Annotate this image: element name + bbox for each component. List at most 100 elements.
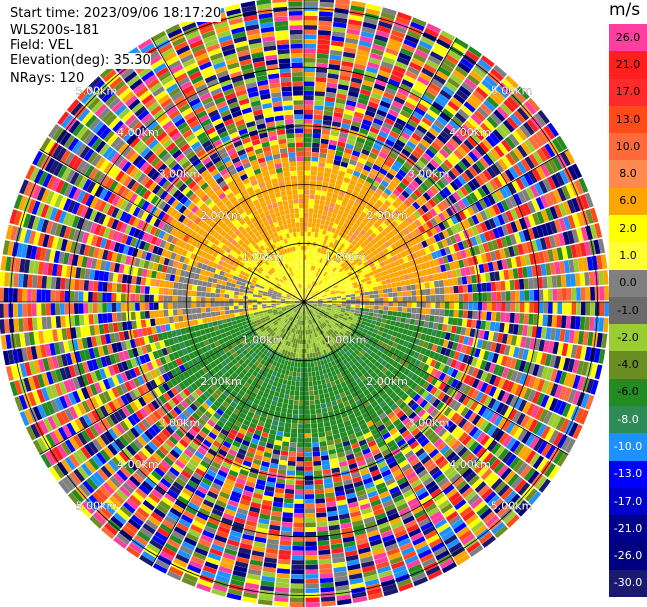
velocity-gate — [464, 452, 475, 464]
velocity-gate — [258, 594, 274, 601]
velocity-gate — [305, 330, 308, 335]
velocity-gate — [334, 330, 339, 335]
velocity-gate — [194, 547, 209, 557]
velocity-gate — [536, 423, 547, 437]
velocity-gate — [308, 203, 314, 209]
velocity-gate — [270, 385, 277, 392]
velocity-gate — [328, 182, 335, 189]
velocity-gate — [341, 302, 347, 304]
velocity-gate — [505, 291, 511, 301]
velocity-gate — [341, 396, 348, 403]
velocity-gate — [311, 423, 318, 429]
velocity-gate — [504, 197, 514, 210]
velocity-gate — [313, 237, 318, 243]
velocity-gate — [554, 370, 563, 384]
velocity-gate — [274, 411, 281, 417]
velocity-gate — [257, 363, 264, 369]
velocity-gate — [422, 152, 432, 162]
velocity-gate — [401, 285, 407, 292]
velocity-gate — [336, 241, 342, 247]
velocity-gate — [259, 385, 266, 392]
velocity-gate — [389, 486, 400, 495]
velocity-gate — [471, 214, 480, 225]
velocity-gate — [367, 210, 375, 218]
velocity-gate — [306, 255, 309, 260]
velocity-gate — [588, 271, 595, 286]
velocity-gate — [226, 592, 242, 601]
velocity-gate — [418, 276, 425, 283]
velocity-gate — [317, 320, 322, 325]
velocity-gate — [357, 542, 370, 550]
velocity-gate — [342, 347, 348, 353]
velocity-gate — [346, 321, 352, 326]
velocity-gate — [402, 328, 409, 335]
velocity-gate — [156, 504, 169, 515]
velocity-gate — [321, 316, 326, 321]
velocity-gate — [503, 184, 513, 197]
velocity-gate — [521, 447, 533, 461]
velocity-gate — [327, 510, 338, 517]
velocity-gate — [556, 452, 569, 467]
velocity-gate — [486, 311, 492, 321]
velocity-gate — [491, 353, 499, 364]
velocity-gate — [366, 242, 373, 249]
velocity-gate — [376, 74, 389, 83]
velocity-gate — [460, 267, 467, 277]
velocity-gate — [324, 272, 329, 278]
velocity-gate — [378, 151, 388, 160]
velocity-gate — [334, 575, 349, 582]
velocity-gate — [441, 394, 450, 404]
velocity-gate — [385, 207, 394, 216]
velocity-gate — [318, 162, 326, 168]
velocity-gate — [369, 378, 377, 386]
velocity-gate — [330, 130, 340, 137]
velocity-gate — [126, 546, 141, 558]
velocity-gate — [367, 101, 379, 109]
velocity-gate — [574, 408, 585, 423]
velocity-gate — [385, 278, 391, 284]
velocity-gate — [254, 488, 264, 495]
velocity-gate — [352, 476, 362, 483]
velocity-gate — [360, 556, 374, 564]
velocity-gate — [343, 325, 349, 330]
velocity-gate — [540, 263, 547, 276]
velocity-gate — [297, 367, 301, 373]
velocity-gate — [383, 91, 395, 100]
velocity-gate — [374, 273, 380, 279]
velocity-gate — [272, 381, 278, 387]
velocity-gate — [454, 112, 467, 124]
velocity-gate — [194, 516, 207, 525]
velocity-gate — [425, 308, 431, 315]
velocity-gate — [553, 204, 563, 218]
velocity-gate — [366, 268, 373, 273]
velocity-gate — [382, 270, 389, 276]
velocity-gate — [316, 375, 321, 381]
velocity-gate — [402, 268, 408, 275]
velocity-gate — [324, 288, 329, 292]
velocity-gate — [351, 422, 360, 429]
velocity-gate — [287, 465, 296, 471]
velocity-gate — [327, 303, 332, 305]
velocity-gate — [504, 136, 516, 150]
velocity-gate — [429, 466, 440, 476]
velocity-gate — [440, 462, 452, 473]
velocity-gate — [419, 72, 432, 82]
velocity-gate — [481, 79, 495, 92]
velocity-gate — [428, 198, 437, 208]
velocity-gate — [292, 545, 304, 551]
velocity-gate — [346, 394, 353, 401]
velocity-gate — [393, 122, 404, 131]
velocity-gate — [145, 519, 159, 531]
velocity-gate — [467, 310, 473, 319]
velocity-gate — [424, 349, 431, 357]
velocity-gate — [390, 104, 401, 114]
velocity-gate — [305, 574, 319, 579]
velocity-gate — [230, 401, 238, 409]
velocity-gate — [356, 49, 370, 57]
velocity-gate — [304, 438, 312, 443]
velocity-gate — [426, 462, 437, 473]
velocity-gate — [222, 512, 235, 521]
velocity-gate — [391, 164, 400, 173]
velocity-gate — [350, 417, 358, 425]
velocity-gate — [345, 308, 351, 312]
